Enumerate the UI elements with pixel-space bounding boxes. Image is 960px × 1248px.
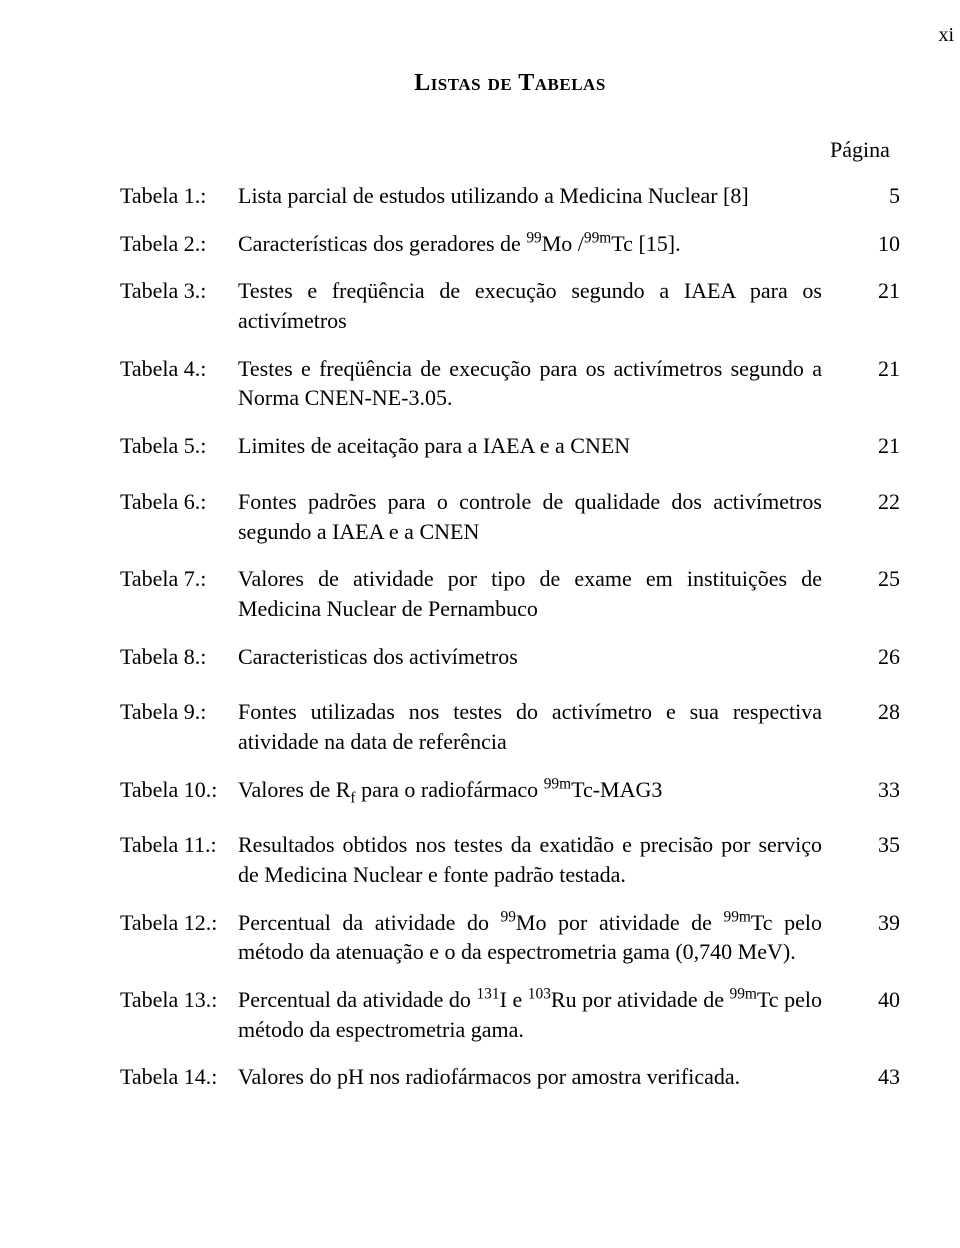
entry-page: 25: [840, 564, 900, 594]
table-entry: Tabela 2.:Características dos geradores …: [120, 229, 900, 259]
table-entry: Tabela 3.:Testes e freqüência de execuçã…: [120, 276, 900, 335]
section-gap: [120, 479, 900, 487]
entry-description: Testes e freqüência de execução para os …: [238, 354, 840, 413]
entry-label: Tabela 9.:: [120, 697, 238, 727]
entry-label: Tabela 7.:: [120, 564, 238, 594]
entry-page: 10: [840, 229, 900, 259]
entry-description: Percentual da atividade do 99Mo por ativ…: [238, 908, 840, 967]
table-entry: Tabela 8.:Caracteristicas dos activímetr…: [120, 642, 900, 672]
entry-page: 5: [840, 181, 900, 211]
table-entry: Tabela 14.:Valores do pH nos radiofármac…: [120, 1062, 900, 1092]
entry-label: Tabela 10.:: [120, 775, 238, 805]
page-column-header: Página: [820, 137, 900, 163]
entry-label: Tabela 14.:: [120, 1062, 238, 1092]
table-entry: Tabela 7.:Valores de atividade por tipo …: [120, 564, 900, 623]
entry-description: Resultados obtidos nos testes da exatidã…: [238, 830, 840, 889]
entry-page: 40: [840, 985, 900, 1015]
entry-label: Tabela 8.:: [120, 642, 238, 672]
entry-page: 22: [840, 487, 900, 517]
entry-description: Percentual da atividade do 131I e 103Ru …: [238, 985, 840, 1044]
entry-description: Fontes utilizadas nos testes do activíme…: [238, 697, 840, 756]
entry-label: Tabela 2.:: [120, 229, 238, 259]
entry-description: Fontes padrões para o controle de qualid…: [238, 487, 840, 546]
entry-description: Limites de aceitação para a IAEA e a CNE…: [238, 431, 840, 461]
table-entry: Tabela 11.:Resultados obtidos nos testes…: [120, 830, 900, 889]
entry-description: Caracteristicas dos activímetros: [238, 642, 840, 672]
entry-page: 33: [840, 775, 900, 805]
entry-page: 21: [840, 276, 900, 306]
section-gap: [120, 689, 900, 697]
entry-description: Valores de Rf para o radiofármaco 99mTc-…: [238, 775, 840, 805]
entry-page: 35: [840, 830, 900, 860]
table-entry: Tabela 5.:Limites de aceitação para a IA…: [120, 431, 900, 461]
entry-label: Tabela 12.:: [120, 908, 238, 938]
table-entry: Tabela 10.:Valores de Rf para o radiofár…: [120, 775, 900, 805]
entry-description: Características dos geradores de 99Mo /9…: [238, 229, 840, 259]
table-entry: Tabela 9.:Fontes utilizadas nos testes d…: [120, 697, 900, 756]
entry-label: Tabela 5.:: [120, 431, 238, 461]
page: xi Listas de Tabelas Página Tabela 1.:Li…: [0, 0, 960, 1248]
table-entry: Tabela 6.:Fontes padrões para o controle…: [120, 487, 900, 546]
table-entry: Tabela 12.:Percentual da atividade do 99…: [120, 908, 900, 967]
table-entry: Tabela 13.:Percentual da atividade do 13…: [120, 985, 900, 1044]
section-gap: [120, 822, 900, 830]
entry-page: 28: [840, 697, 900, 727]
entry-page: 39: [840, 908, 900, 938]
entries-container: Tabela 1.:Lista parcial de estudos utili…: [120, 181, 900, 1092]
entry-label: Tabela 11.:: [120, 830, 238, 860]
header-spacer: [120, 137, 820, 163]
entry-page: 21: [840, 431, 900, 461]
page-number-marker: xi: [938, 24, 954, 47]
entry-page: 43: [840, 1062, 900, 1092]
entry-description: Lista parcial de estudos utilizando a Me…: [238, 181, 840, 211]
header-row: Página: [120, 137, 900, 163]
table-entry: Tabela 4.:Testes e freqüência de execuçã…: [120, 354, 900, 413]
entry-description: Valores do pH nos radiofármacos por amos…: [238, 1062, 840, 1092]
entry-label: Tabela 13.:: [120, 985, 238, 1015]
entry-label: Tabela 1.:: [120, 181, 238, 211]
entry-page: 26: [840, 642, 900, 672]
entry-label: Tabela 6.:: [120, 487, 238, 517]
list-title: Listas de Tabelas: [120, 70, 900, 97]
table-entry: Tabela 1.:Lista parcial de estudos utili…: [120, 181, 900, 211]
entry-page: 21: [840, 354, 900, 384]
entry-label: Tabela 4.:: [120, 354, 238, 384]
entry-description: Testes e freqüência de execução segundo …: [238, 276, 840, 335]
entry-label: Tabela 3.:: [120, 276, 238, 306]
entry-description: Valores de atividade por tipo de exame e…: [238, 564, 840, 623]
